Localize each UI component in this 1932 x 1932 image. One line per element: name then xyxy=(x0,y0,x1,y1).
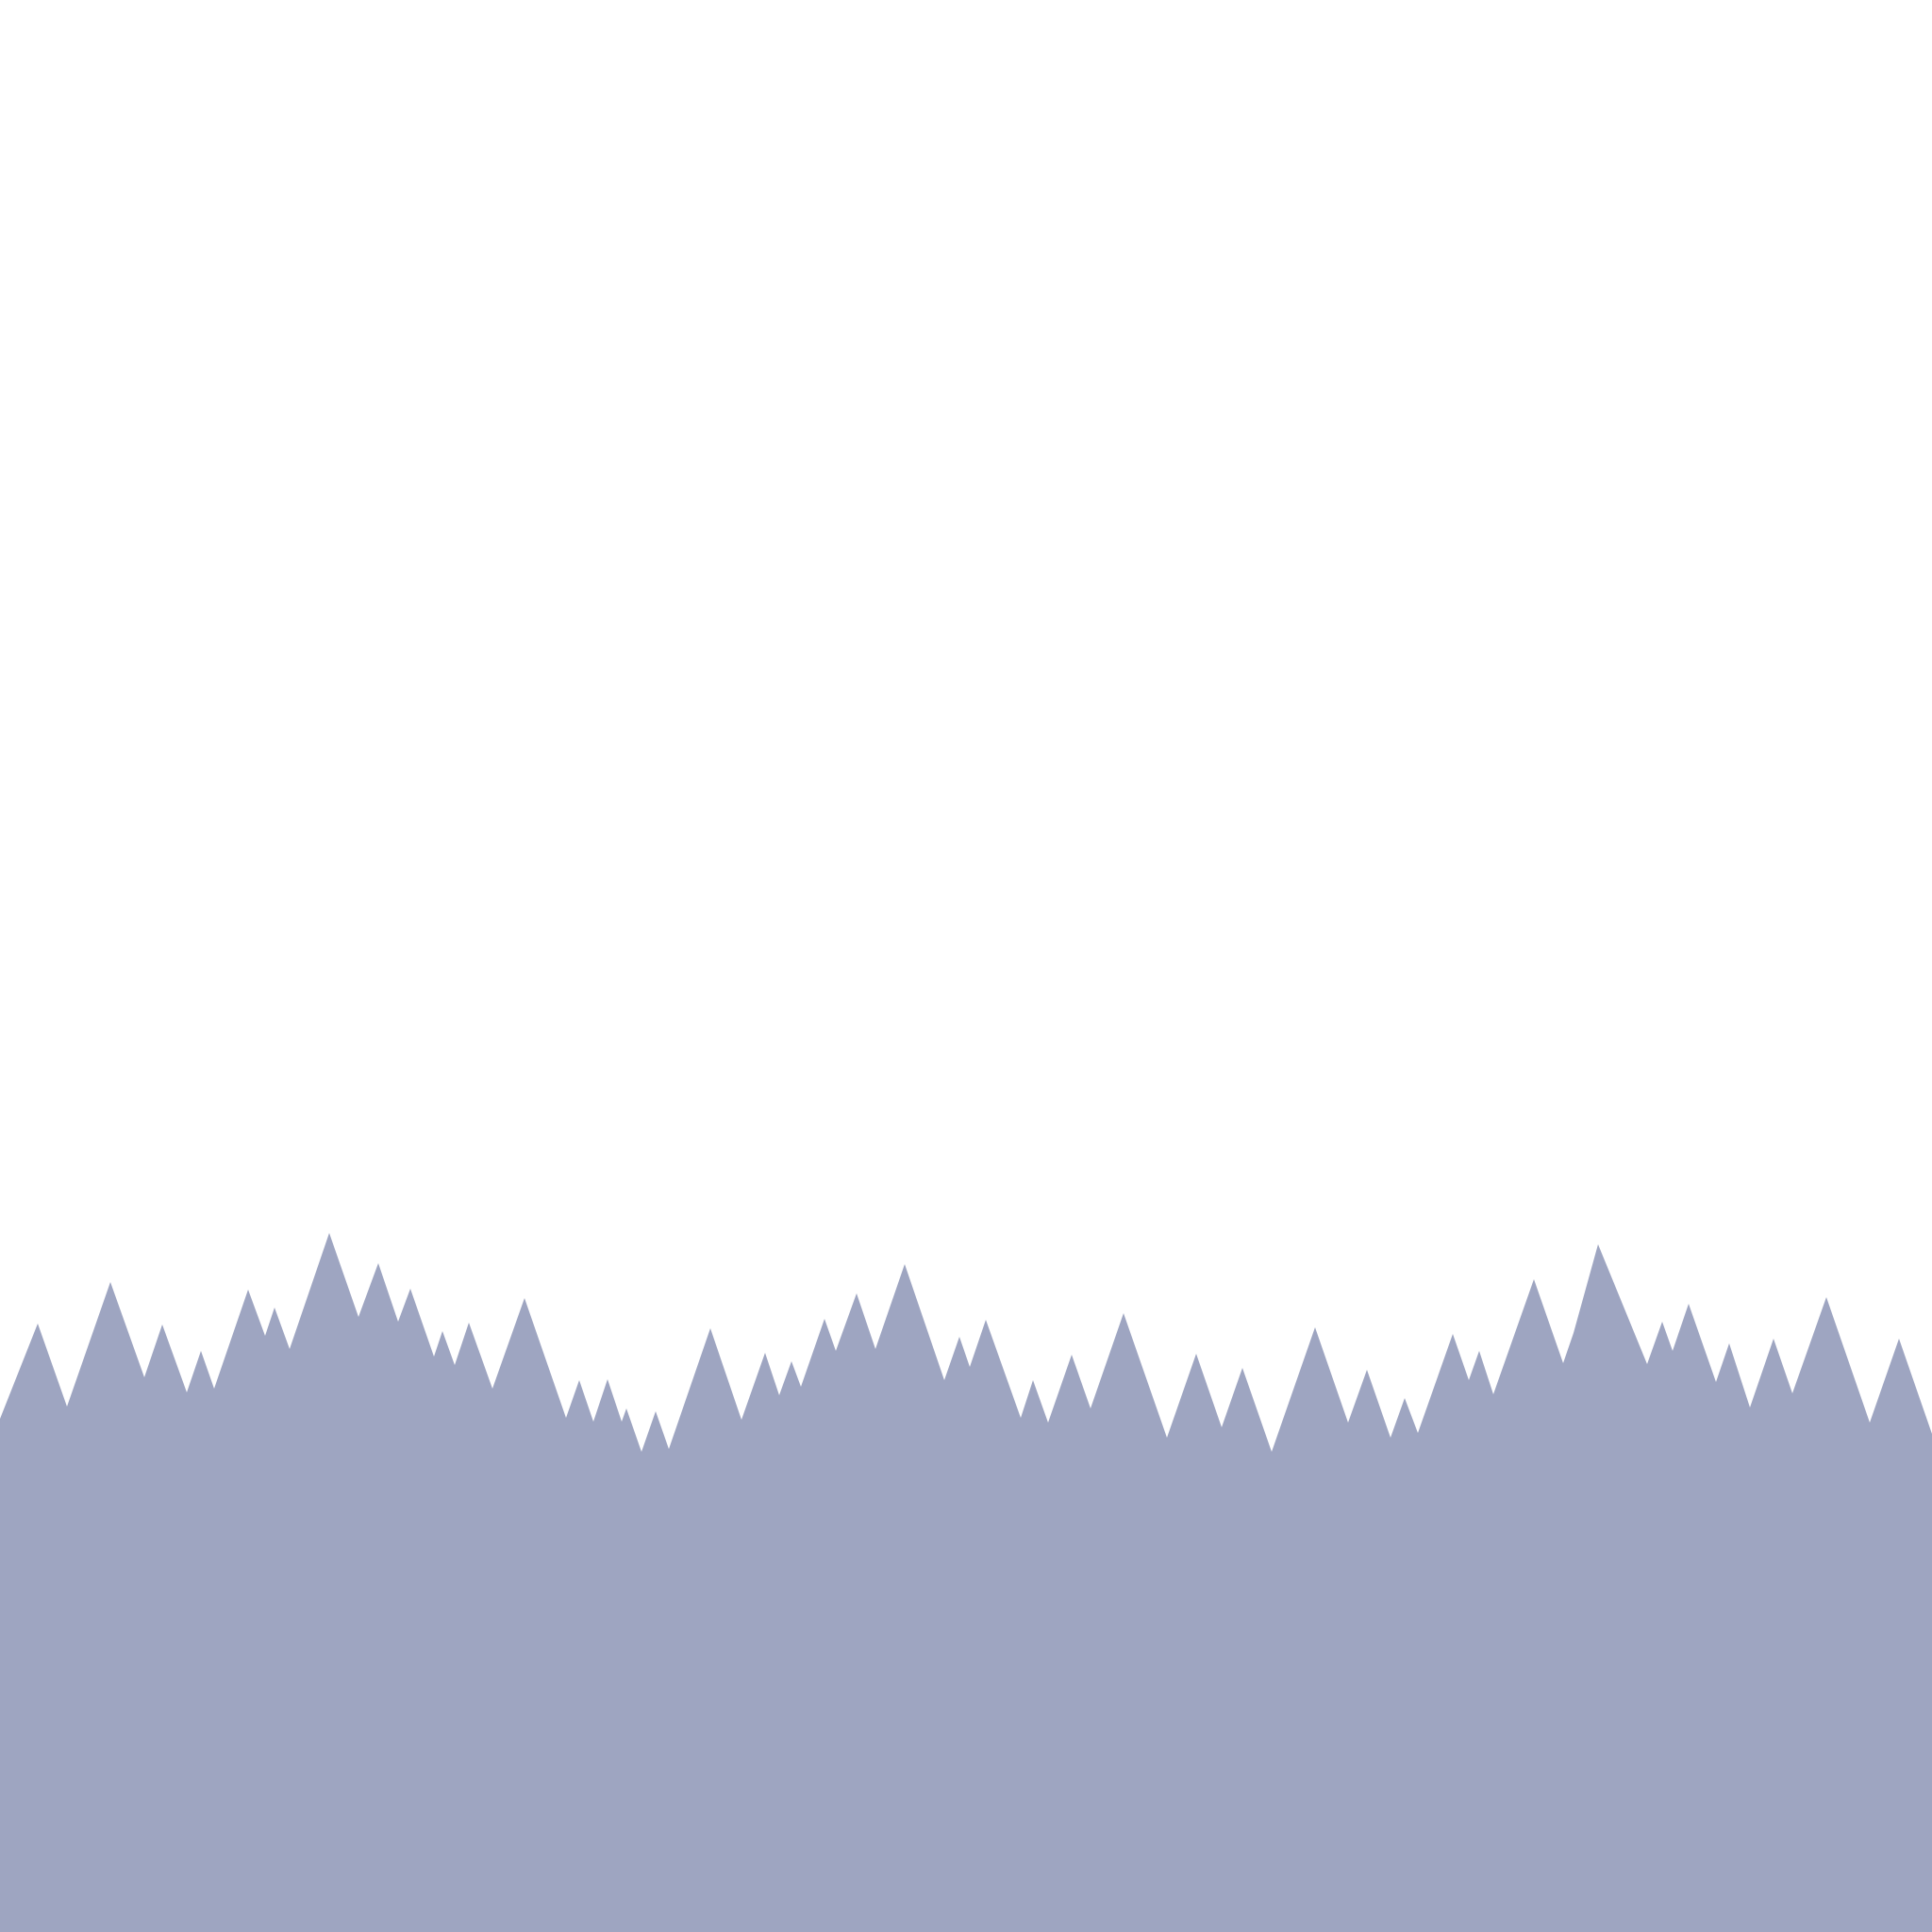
mountain-silhouette xyxy=(0,1233,1932,1932)
